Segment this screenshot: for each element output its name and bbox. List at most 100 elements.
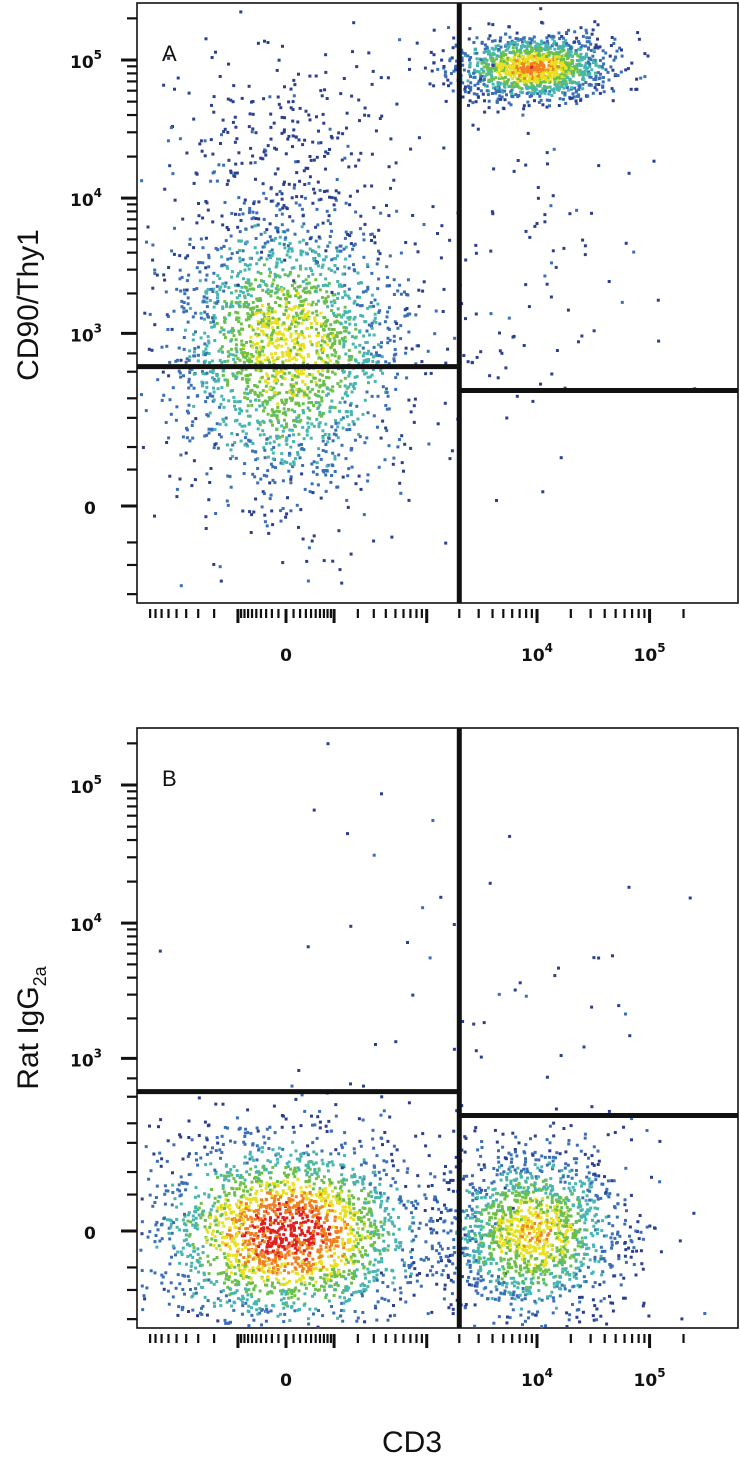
- event-dot: [541, 89, 545, 92]
- event-dot: [340, 337, 344, 341]
- event-dot: [372, 1146, 376, 1150]
- event-dot: [187, 1211, 191, 1215]
- event-dot: [222, 289, 226, 293]
- event-dot: [275, 379, 279, 383]
- event-dot: [185, 428, 189, 432]
- event-dot: [214, 50, 217, 54]
- event-dot: [503, 80, 507, 84]
- event-dot: [519, 79, 523, 83]
- event-dot: [627, 171, 631, 175]
- event-dot: [232, 329, 235, 332]
- event-dot: [238, 259, 242, 263]
- event-dot: [299, 354, 303, 358]
- event-dot: [581, 238, 585, 242]
- event-dot: [302, 316, 306, 320]
- event-dot: [548, 70, 552, 74]
- event-dot: [292, 1301, 296, 1305]
- event-dot: [441, 310, 445, 313]
- event-dot: [240, 343, 244, 347]
- event-dot: [562, 41, 566, 44]
- event-dot: [290, 428, 294, 432]
- event-dot: [377, 310, 381, 314]
- event-dot: [333, 264, 337, 267]
- event-dot: [275, 319, 279, 323]
- event-dot: [215, 284, 219, 288]
- event-dot: [320, 1229, 324, 1232]
- event-dot: [549, 35, 553, 39]
- event-dot: [295, 419, 299, 423]
- event-dot: [291, 145, 294, 149]
- event-dot: [354, 164, 358, 168]
- event-dot: [240, 424, 244, 428]
- event-dot: [336, 296, 340, 300]
- event-dot: [261, 401, 265, 405]
- event-dot: [235, 171, 239, 175]
- event-dot: [536, 196, 540, 200]
- event-dot: [168, 1237, 172, 1241]
- event-dot: [243, 1161, 246, 1165]
- event-dot: [239, 1298, 243, 1302]
- event-dot: [455, 59, 459, 63]
- event-dot: [182, 347, 186, 351]
- event-dot: [257, 333, 261, 337]
- event-dot: [247, 1276, 251, 1279]
- event-dot: [554, 69, 558, 73]
- event-dot: [284, 515, 288, 519]
- event-dot: [502, 107, 506, 111]
- event-dot: [285, 422, 288, 426]
- event-dot: [321, 429, 325, 433]
- event-dot: [270, 447, 274, 451]
- event-dot: [228, 1226, 232, 1230]
- event-dot: [274, 1163, 278, 1167]
- event-dot: [289, 509, 293, 513]
- event-dot: [385, 407, 389, 411]
- event-dot: [608, 54, 612, 58]
- event-dot: [260, 1150, 264, 1154]
- event-dot: [574, 49, 578, 53]
- event-dot: [232, 334, 236, 338]
- event-dot: [254, 237, 258, 240]
- event-dot: [489, 69, 493, 73]
- event-dot: [239, 322, 243, 326]
- event-dot: [334, 1239, 338, 1243]
- event-dot: [512, 63, 516, 66]
- event-dot: [583, 56, 587, 60]
- event-dot: [469, 56, 473, 59]
- event-dot: [317, 401, 321, 405]
- event-dot: [357, 158, 361, 162]
- event-dot: [291, 108, 295, 111]
- event-dot: [251, 442, 255, 445]
- event-dot: [542, 41, 546, 45]
- event-dot: [506, 47, 510, 51]
- event-dot: [551, 62, 555, 65]
- event-dot: [597, 65, 601, 69]
- event-dot: [453, 336, 457, 340]
- event-dot: [262, 217, 266, 221]
- event-dot: [371, 69, 375, 73]
- event-dot: [491, 53, 495, 57]
- event-dot: [250, 325, 253, 329]
- event-dot: [408, 312, 412, 316]
- event-dot: [215, 301, 219, 305]
- event-dot: [183, 328, 187, 332]
- event-dot: [270, 238, 274, 242]
- event-dot: [270, 1194, 274, 1198]
- event-dot: [346, 394, 349, 398]
- event-dot: [238, 230, 242, 234]
- event-dot: [226, 1285, 230, 1289]
- event-dot: [203, 1120, 207, 1124]
- event-dot: [417, 1226, 421, 1230]
- event-dot: [296, 285, 300, 289]
- event-dot: [524, 59, 528, 63]
- event-dot: [272, 390, 276, 394]
- event-dot: [493, 39, 497, 43]
- event-dot: [367, 1194, 371, 1198]
- event-dot: [223, 201, 227, 204]
- event-dot: [483, 110, 487, 114]
- event-dot: [498, 94, 502, 98]
- event-dot: [372, 414, 376, 418]
- event-dot: [317, 453, 321, 457]
- event-dot: [347, 385, 351, 389]
- event-dot: [331, 451, 335, 455]
- event-dot: [579, 70, 583, 74]
